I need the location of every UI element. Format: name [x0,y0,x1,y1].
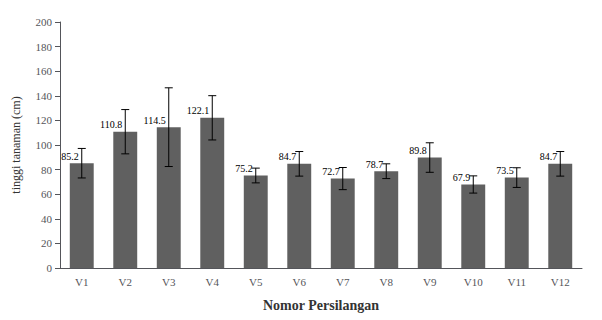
svg-text:Nomor Persilangan: Nomor Persilangan [263,298,379,313]
svg-text:V10: V10 [464,276,483,288]
svg-text:V12: V12 [551,276,570,288]
svg-text:V4: V4 [206,276,220,288]
svg-text:110.8: 110.8 [100,119,122,130]
svg-text:V3: V3 [162,276,176,288]
svg-text:73.5: 73.5 [496,165,514,176]
svg-text:84.7: 84.7 [540,151,558,162]
svg-text:V6: V6 [293,276,307,288]
svg-text:84.7: 84.7 [279,151,297,162]
svg-text:200: 200 [36,16,53,28]
svg-text:160: 160 [36,65,53,77]
svg-text:60: 60 [41,188,53,200]
svg-text:V9: V9 [423,276,437,288]
svg-text:85.2: 85.2 [61,151,79,162]
svg-text:V1: V1 [75,276,88,288]
svg-text:V11: V11 [507,276,526,288]
svg-text:40: 40 [41,213,53,225]
svg-text:78.7: 78.7 [366,159,384,170]
svg-text:V2: V2 [119,276,132,288]
svg-text:75.2: 75.2 [235,163,253,174]
svg-text:89.8: 89.8 [409,145,427,156]
svg-text:0: 0 [47,262,53,274]
svg-text:122.1: 122.1 [187,105,210,116]
svg-text:tinggi tanaman (cm): tinggi tanaman (cm) [9,96,23,193]
svg-text:120: 120 [36,114,53,126]
svg-text:114.5: 114.5 [144,115,166,126]
svg-text:V5: V5 [249,276,263,288]
svg-text:67.9: 67.9 [453,172,471,183]
svg-text:80: 80 [41,164,53,176]
svg-text:140: 140 [36,90,53,102]
svg-text:100: 100 [36,139,53,151]
svg-text:V8: V8 [380,276,394,288]
svg-text:20: 20 [41,237,53,249]
svg-text:180: 180 [36,41,53,53]
svg-text:72.7: 72.7 [322,166,340,177]
svg-text:V7: V7 [336,276,350,288]
